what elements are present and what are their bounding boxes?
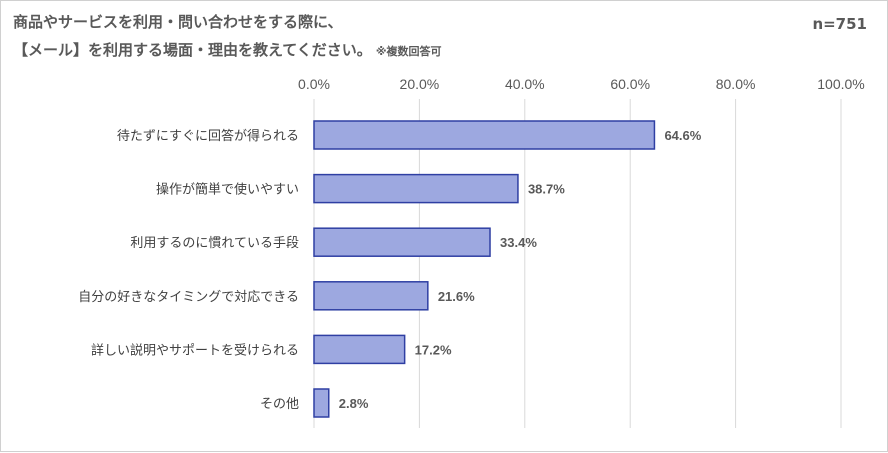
data-label: 64.6% — [664, 128, 701, 143]
category-label: 利用するのに慣れている手段 — [130, 235, 299, 251]
bar — [313, 120, 656, 150]
data-label: 33.4% — [500, 235, 537, 250]
category-label: その他 — [260, 397, 299, 412]
category-label: 自分の好きなタイミングで対応できる — [78, 290, 299, 305]
sample-size-label: n=751 — [812, 15, 867, 33]
category-label: 詳しい説明やサポートを受けられる — [91, 342, 299, 358]
chart-title-line-1: 商品やサービスを利用・問い合わせをする際に、 — [13, 13, 343, 31]
data-label: 38.7% — [528, 182, 565, 197]
bar — [313, 227, 491, 257]
x-tick-label: 0.0% — [298, 76, 330, 92]
data-label: 2.8% — [339, 396, 369, 411]
data-label: 21.6% — [438, 289, 475, 304]
x-tick-label: 40.0% — [505, 76, 545, 92]
bar — [313, 388, 330, 418]
category-label: 待たずにすぐに回答が得られる — [117, 128, 299, 144]
chart-title-line-2: 【メール】を利用する場面・理由を教えてください。 ※複数回答可 — [13, 39, 442, 60]
bar — [313, 334, 406, 365]
x-tick-label: 60.0% — [610, 76, 650, 92]
chart-title-line-2-text: 【メール】を利用する場面・理由を教えてください。 — [13, 41, 372, 59]
bar — [313, 281, 429, 311]
category-label: 操作が簡単で使いやすい — [156, 182, 299, 198]
x-tick-label: 20.0% — [400, 76, 440, 92]
data-label: 17.2% — [415, 342, 452, 357]
x-tick-label: 100.0% — [817, 76, 864, 92]
bar — [313, 173, 519, 204]
x-tick-label: 80.0% — [716, 76, 756, 92]
multiple-answer-note: ※複数回答可 — [375, 45, 442, 58]
